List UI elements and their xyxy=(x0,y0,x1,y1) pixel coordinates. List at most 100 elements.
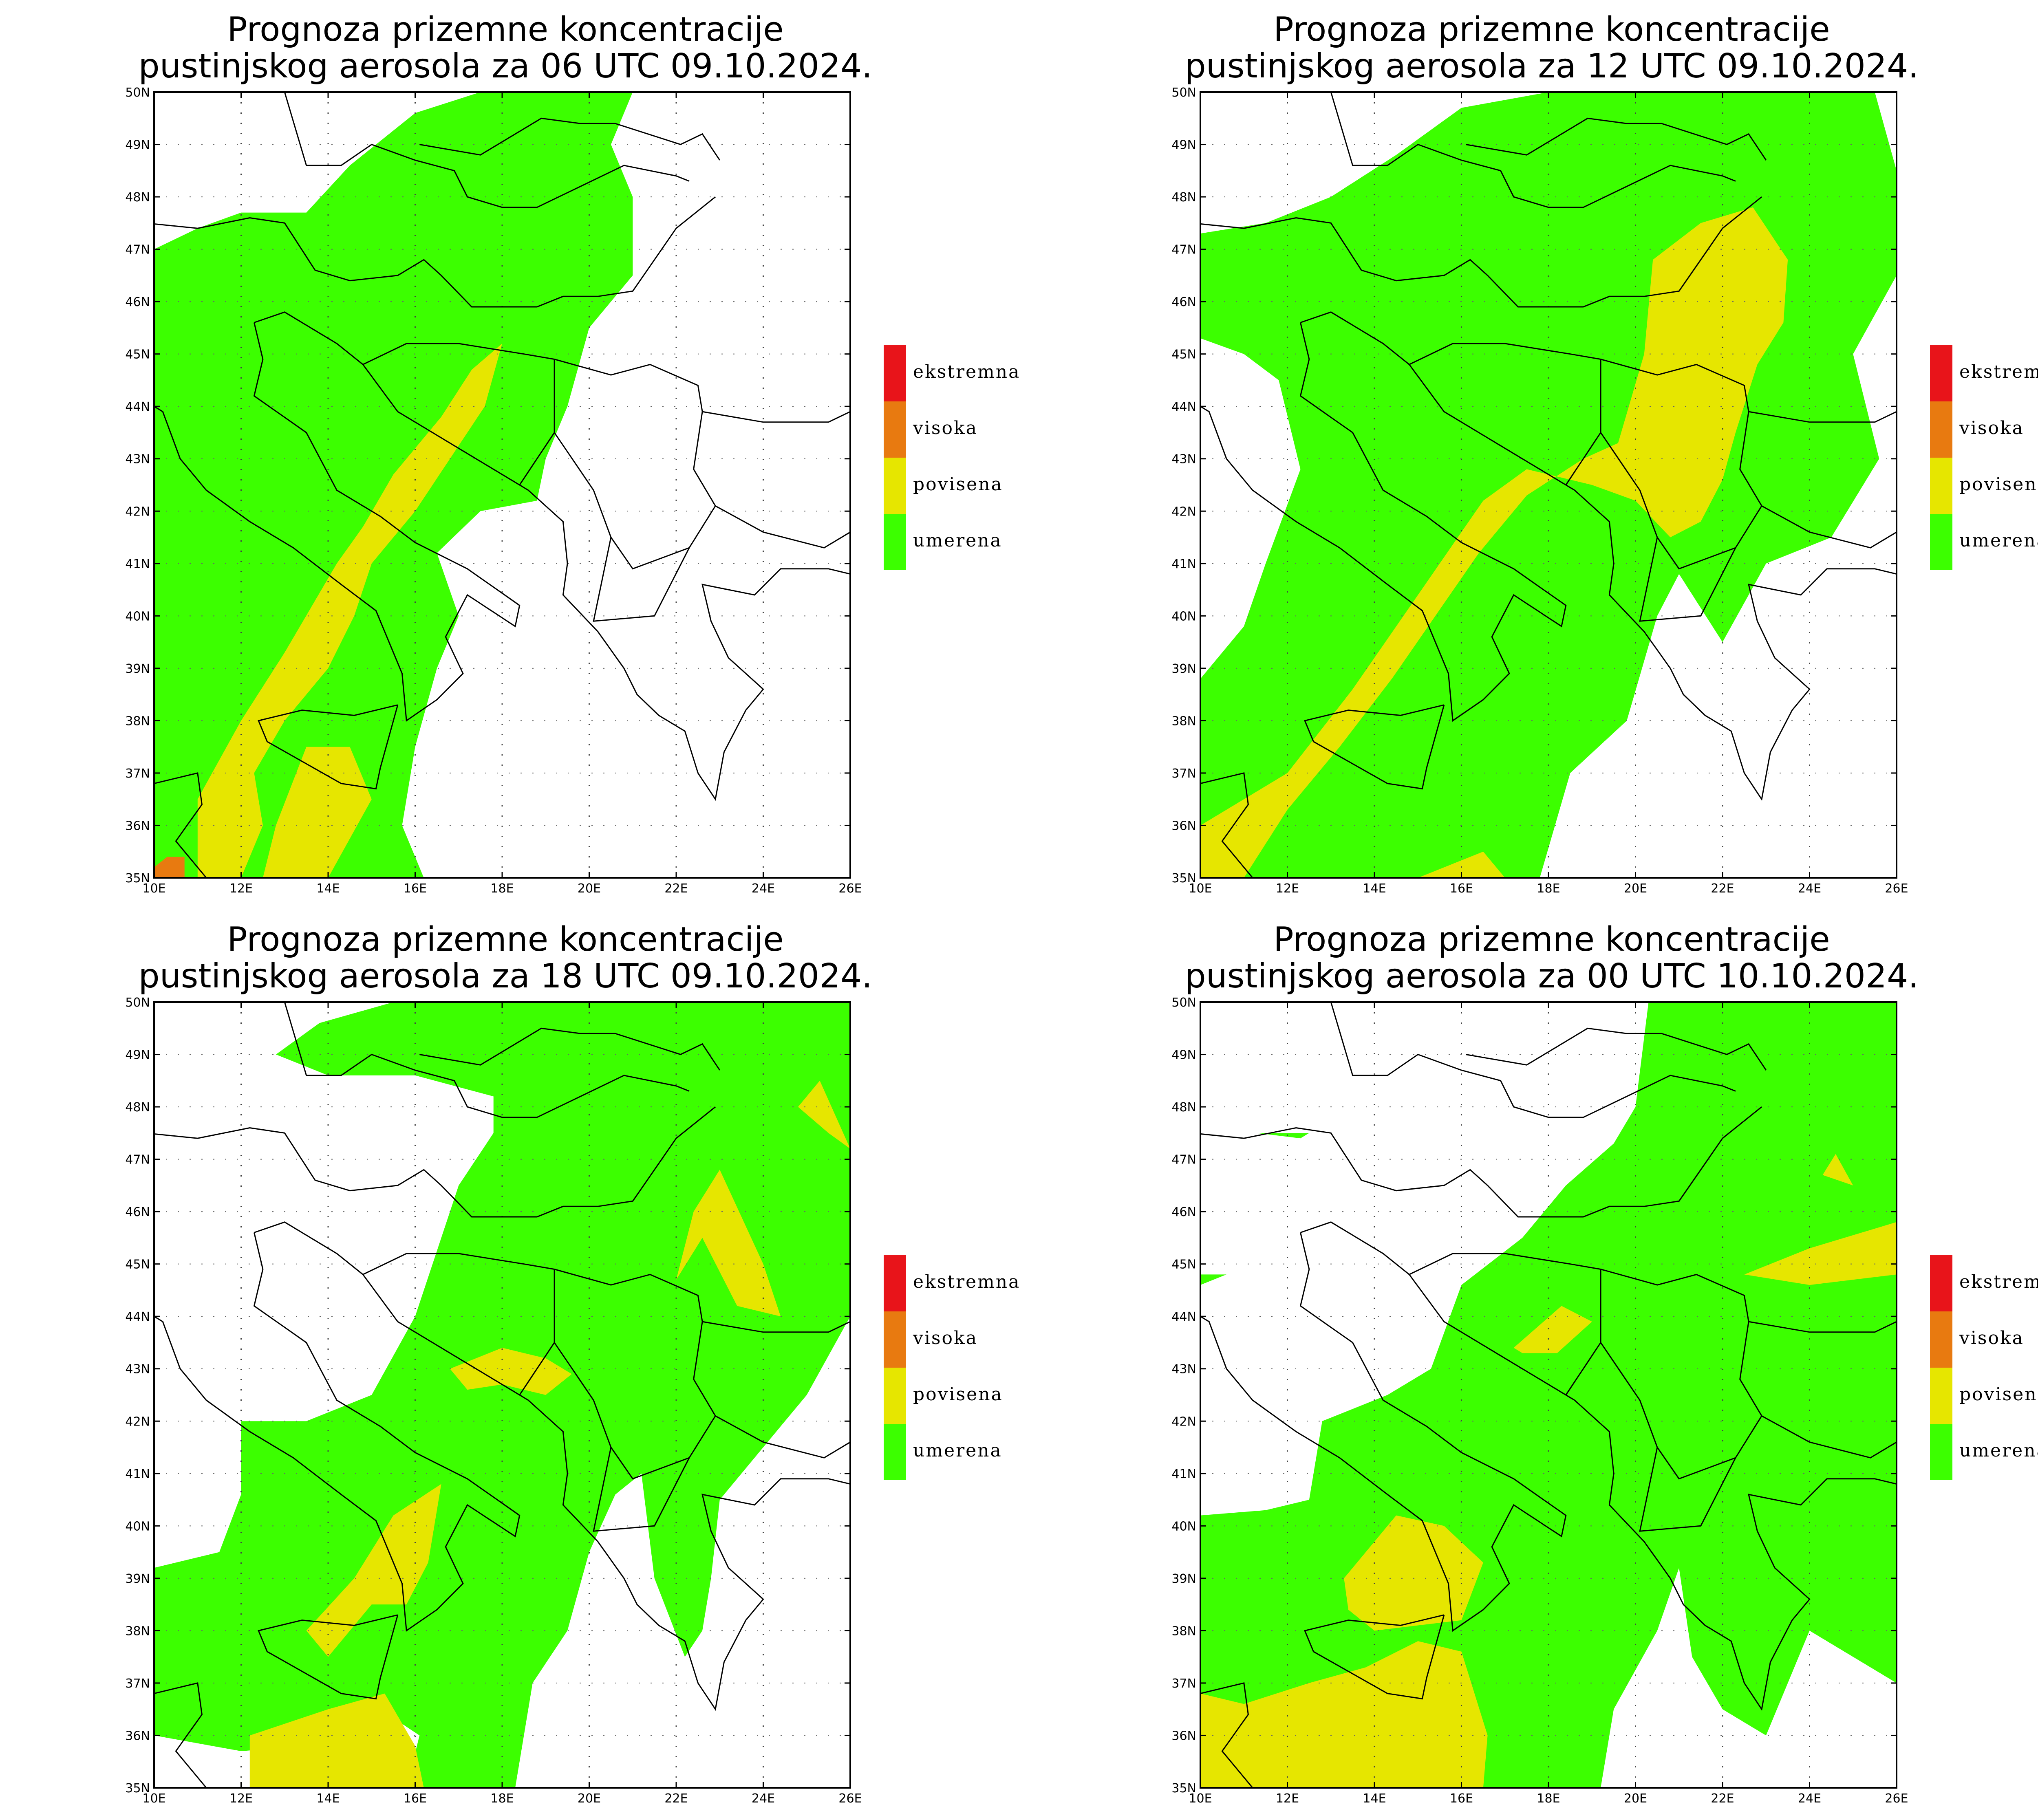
coastline xyxy=(1304,1614,1445,1700)
povisena-region xyxy=(197,344,502,878)
lat-tick-label: 39N xyxy=(125,1572,150,1586)
lat-tick-label: 39N xyxy=(1171,662,1196,676)
legend-swatch xyxy=(884,1368,906,1424)
map-svg: Prognoza prizemne koncentracijepustinjsk… xyxy=(1171,10,2038,896)
lon-tick-label: 14E xyxy=(316,881,340,896)
legend-label: povisena xyxy=(913,474,1003,495)
coastline xyxy=(1200,772,1253,878)
coastline xyxy=(154,196,716,308)
coastline xyxy=(702,411,850,423)
lat-tick-label: 47N xyxy=(1171,243,1196,257)
coastline xyxy=(702,1321,850,1333)
coastline xyxy=(1200,1682,1253,1788)
legend-label: ekstremna xyxy=(1959,361,2038,382)
coastline xyxy=(154,1682,207,1788)
lat-tick-label: 37N xyxy=(1171,767,1196,781)
lon-tick-label: 24E xyxy=(752,881,775,896)
legend-label: visoka xyxy=(1959,418,2024,438)
lat-tick-label: 42N xyxy=(125,1415,150,1429)
legend-swatch xyxy=(1930,514,1952,570)
lon-tick-label: 26E xyxy=(1885,1791,1908,1806)
coastline xyxy=(419,1027,721,1071)
lon-tick-label: 26E xyxy=(838,1791,862,1806)
lat-tick-label: 41N xyxy=(125,557,150,571)
povisena-region xyxy=(1513,1306,1592,1353)
coastline xyxy=(1639,1447,1736,1532)
coastline xyxy=(1300,1221,1897,1711)
legend-swatch xyxy=(1930,1311,1952,1368)
lat-tick-label: 39N xyxy=(125,662,150,676)
povisena-region xyxy=(676,1170,781,1317)
map-svg: Prognoza prizemne koncentracijepustinjsk… xyxy=(125,920,1019,1806)
map-title-line1: Prognoza prizemne koncentracije xyxy=(1273,920,1830,959)
coastline xyxy=(1304,704,1445,790)
lat-tick-label: 42N xyxy=(1171,505,1196,519)
coastline xyxy=(258,704,399,790)
coastline xyxy=(419,117,721,161)
coastline xyxy=(1600,1269,1762,1480)
lat-tick-label: 35N xyxy=(125,1781,150,1796)
lat-tick-label: 40N xyxy=(1171,609,1196,624)
coastline xyxy=(554,1269,716,1480)
coastline xyxy=(593,1447,690,1532)
map-area xyxy=(154,1002,850,1788)
lon-tick-label: 10E xyxy=(142,1791,165,1806)
lon-tick-label: 24E xyxy=(1798,881,1821,896)
lat-tick-label: 36N xyxy=(1171,819,1196,833)
lat-tick-label: 49N xyxy=(1171,1048,1196,1062)
coastline xyxy=(254,311,850,801)
povisena-region xyxy=(262,747,372,878)
lon-tick-label: 20E xyxy=(1624,1791,1647,1806)
legend-swatch xyxy=(1930,458,1952,514)
lon-tick-label: 12E xyxy=(1276,881,1299,896)
lat-tick-label: 38N xyxy=(1171,714,1196,728)
legend-swatch xyxy=(1930,345,1952,401)
povisena-region xyxy=(1200,1641,1488,1788)
lat-tick-label: 38N xyxy=(125,1624,150,1638)
legend: ekstremna visoka povisena umerena xyxy=(884,1255,1019,1480)
coastline xyxy=(1200,1106,1762,1218)
legend-label: ekstremna xyxy=(913,361,1020,382)
legend-swatch xyxy=(884,1424,906,1480)
lat-tick-label: 45N xyxy=(125,348,150,362)
coastline xyxy=(254,1221,850,1711)
lat-tick-label: 44N xyxy=(1171,400,1196,414)
coastline xyxy=(1330,1002,1736,1118)
lon-tick-label: 24E xyxy=(752,1791,775,1806)
lat-tick-label: 48N xyxy=(125,190,150,205)
lat-tick-label: 37N xyxy=(125,1677,150,1691)
coastline xyxy=(1300,311,1897,801)
lat-tick-label: 47N xyxy=(1171,1153,1196,1167)
lon-tick-label: 24E xyxy=(1798,1791,1821,1806)
lat-tick-label: 46N xyxy=(125,295,150,309)
legend-swatch xyxy=(1930,1424,1952,1480)
lat-tick-label: 46N xyxy=(125,1205,150,1219)
legend-swatch xyxy=(884,1255,906,1311)
coastline xyxy=(1761,1415,1897,1459)
coastline xyxy=(154,1232,521,1632)
legend: ekstremna visoka povisena umerena xyxy=(1930,345,2038,570)
lat-tick-label: 37N xyxy=(1171,1677,1196,1691)
lat-tick-label: 48N xyxy=(1171,190,1196,205)
lon-tick-label: 20E xyxy=(1624,881,1647,896)
map-title-line1: Prognoza prizemne koncentracije xyxy=(1273,10,1830,49)
povisena-region xyxy=(1357,851,1505,878)
lat-tick-label: 49N xyxy=(125,138,150,152)
umerena-region xyxy=(1257,1133,1309,1139)
lat-tick-label: 40N xyxy=(125,1519,150,1534)
legend-swatch xyxy=(884,458,906,514)
coastline xyxy=(154,322,521,722)
umerena-region xyxy=(154,1002,850,1788)
coastline xyxy=(554,359,716,570)
coastline xyxy=(1200,196,1762,308)
lat-tick-label: 48N xyxy=(125,1100,150,1115)
lon-tick-label: 10E xyxy=(1189,881,1212,896)
lat-tick-label: 42N xyxy=(1171,1415,1196,1429)
lon-tick-label: 16E xyxy=(404,881,427,896)
povisena-region xyxy=(1822,1154,1853,1185)
lat-tick-label: 49N xyxy=(125,1048,150,1062)
lon-tick-label: 18E xyxy=(1537,1791,1560,1806)
lat-tick-label: 36N xyxy=(125,819,150,833)
map-svg: Prognoza prizemne koncentracijepustinjsk… xyxy=(125,10,1020,896)
lat-tick-label: 39N xyxy=(1171,1572,1196,1586)
